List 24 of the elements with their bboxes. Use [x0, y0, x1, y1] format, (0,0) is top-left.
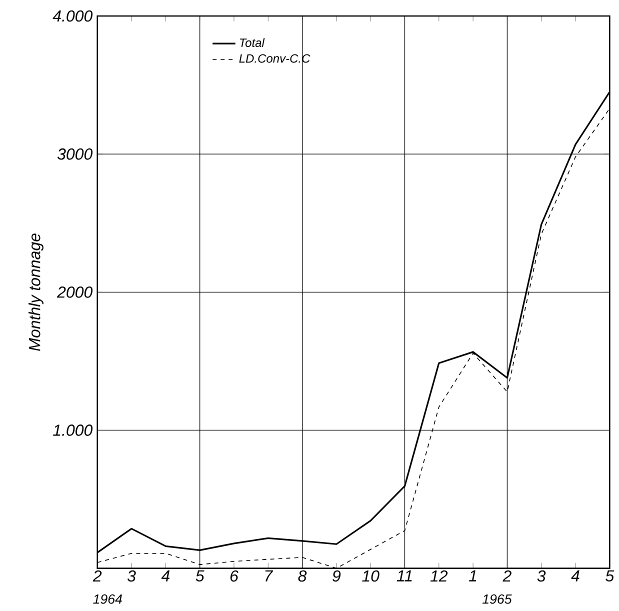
x-tick-label: 5 [196, 570, 204, 582]
x-tick-label: 2 [502, 570, 512, 582]
x-tick-label: 12 [430, 570, 448, 582]
x-tick-label: 7 [265, 570, 274, 582]
text: 1965 [482, 594, 512, 604]
x-tick-label: 5 [606, 570, 614, 582]
x-tick-label: 1 [469, 570, 476, 582]
x-tick-label: 9 [332, 570, 341, 582]
y-tick-label: 4.000 [52, 10, 93, 22]
text: 1964 [93, 594, 122, 604]
x-tick-label: 11 [396, 570, 412, 582]
x-tick-label: 10 [362, 570, 380, 582]
x-tick-label: 3 [537, 570, 546, 582]
legend-label: Total [240, 38, 265, 48]
x-tick-label: 8 [298, 570, 307, 582]
y-tick-label: 3000 [57, 148, 93, 160]
x-tick-label: 6 [230, 570, 238, 582]
y-axis-title: Monthly tonnage [28, 234, 44, 351]
x-tick-label: 4 [571, 570, 580, 582]
x-tick-label: 4 [161, 570, 170, 582]
y-tick-label: 1.000 [53, 424, 93, 436]
x-tick-label: 3 [127, 570, 136, 582]
y-tick-label: 2000 [56, 286, 93, 298]
x-tick-label: 2 [92, 570, 102, 582]
